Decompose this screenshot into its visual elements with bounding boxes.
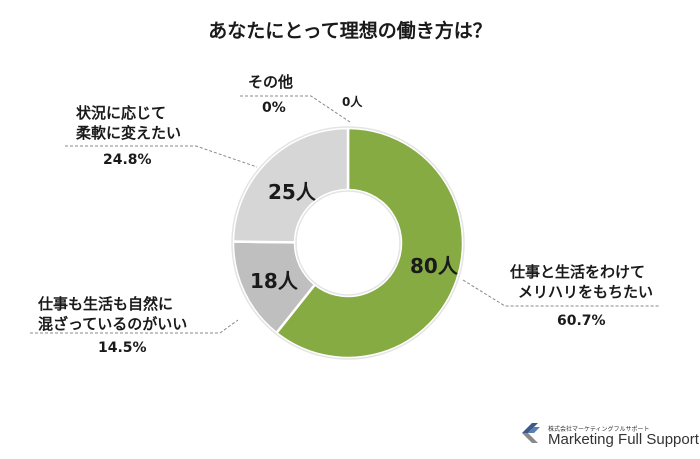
leader-line-flexible <box>65 145 258 168</box>
leader-line-mixed <box>30 319 239 334</box>
slice-label-separate-line2: メリハリをもちたい <box>518 283 654 301</box>
logo-company-name-jp: 株式会社マーケティングフルサポート <box>548 426 650 433</box>
slice-label-separate-line1: 仕事と生活をわけて <box>510 263 646 281</box>
slice-label-mixed-line2: 混ざっているのがいい <box>38 315 188 333</box>
leader-line-other <box>240 95 351 123</box>
count-label-mixed: 18人 <box>250 269 298 293</box>
donut-inner-ring <box>295 190 401 296</box>
slice-label-flexible-line2: 柔軟に変えたい <box>76 124 182 142</box>
slice-label-other: その他 <box>248 73 294 91</box>
count-label-other: 0人 <box>342 95 363 109</box>
percent-label-mixed: 14.5% <box>98 340 147 356</box>
logo-company-name: Marketing Full Support <box>548 431 699 448</box>
count-label-flexible: 25人 <box>268 180 316 204</box>
donut-slice-0 <box>274 126 465 360</box>
donut-outer-ring <box>231 126 465 360</box>
donut-slice-2 <box>231 126 350 244</box>
percent-label-flexible: 24.8% <box>103 152 152 168</box>
percent-label-other: 0% <box>262 100 286 116</box>
slice-label-mixed-line1: 仕事も生活も自然に <box>38 295 174 313</box>
count-label-separate: 80人 <box>410 254 458 278</box>
slice-label-flexible-line1: 状況に応じて <box>76 104 167 122</box>
leader-line-separate <box>462 279 660 307</box>
chart-title: あなたにとって理想の働き方は？ <box>208 20 492 42</box>
percent-label-separate: 60.7% <box>557 313 606 329</box>
company-logo-icon <box>522 423 540 443</box>
